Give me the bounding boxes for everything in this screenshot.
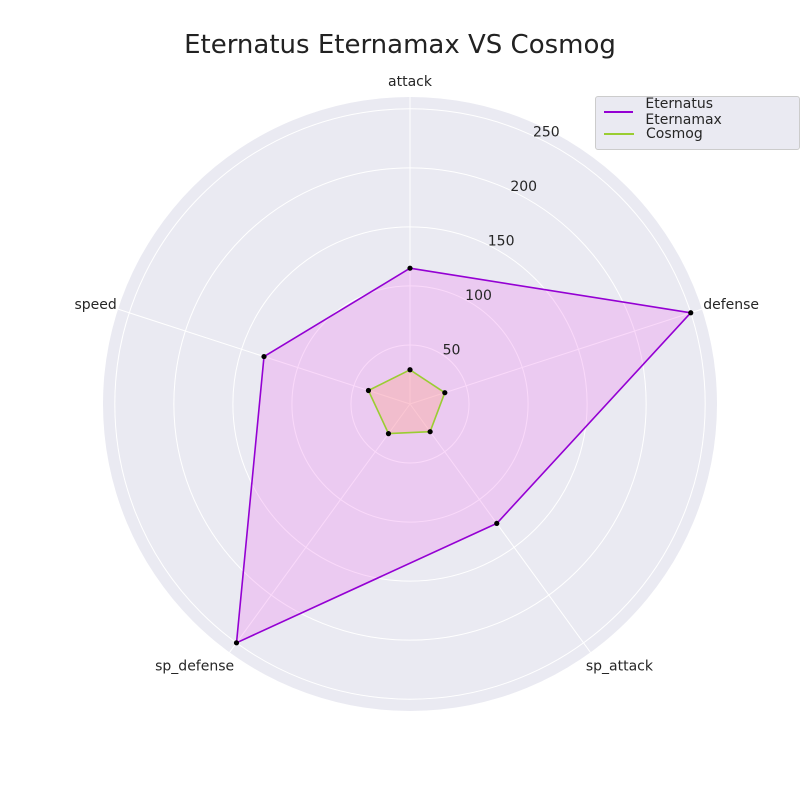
spoke-sp_defense [229, 403, 411, 653]
axis-label-attack: attack [388, 74, 433, 90]
axis-label-sp_defense: sp_defense [155, 658, 234, 674]
legend-swatch [604, 111, 634, 113]
spoke-sp_attack [409, 403, 591, 653]
series-fill-0 [236, 268, 691, 643]
legend-swatch [604, 133, 634, 135]
legend-item: Eternatus Eternamax [604, 96, 791, 128]
series-0-point-speed [261, 353, 267, 360]
series-1-point-sp_attack [427, 429, 433, 435]
legend-item: Cosmog [604, 123, 791, 145]
radial-tick-150: 150 [488, 233, 515, 249]
radial-tick-250: 250 [533, 124, 560, 140]
series-line-0 [235, 267, 692, 644]
chart-title: Eternatus Eternamax VS Cosmog [184, 30, 616, 60]
radial-tick-200: 200 [510, 179, 537, 195]
axis-label-speed: speed [75, 297, 117, 313]
series-1-point-attack [407, 367, 413, 373]
legend: Eternatus Eternamax Cosmog [595, 96, 800, 150]
series-1-point-speed [365, 387, 372, 394]
legend-label: Eternatus Eternamax [645, 96, 722, 128]
series-0-point-sp_defense [233, 640, 240, 646]
series-line-1 [367, 368, 446, 435]
spoke-defense [409, 308, 703, 405]
radial-tick-50: 50 [443, 342, 461, 358]
legend-label: Cosmog [646, 126, 703, 142]
series-0-point-attack [407, 265, 413, 271]
series-0-point-sp_attack [494, 520, 500, 527]
axis-label-defense: defense [703, 297, 759, 313]
series-fill-1 [368, 369, 445, 434]
series-1-point-defense [442, 390, 448, 396]
axis-label-sp_attack: sp_attack [586, 658, 654, 674]
radial-tick-100: 100 [465, 288, 492, 304]
series-0-point-defense [688, 310, 694, 316]
series-1-point-sp_defense [385, 431, 392, 437]
